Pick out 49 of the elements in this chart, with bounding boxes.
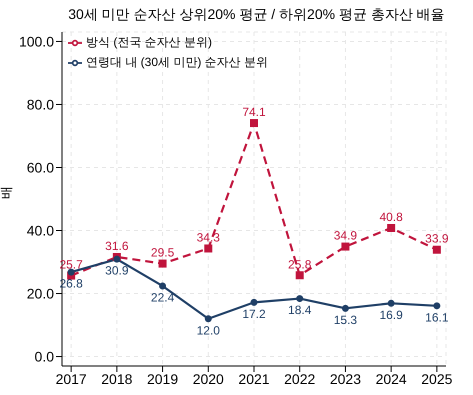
data-label: 29.5 bbox=[150, 246, 175, 260]
data-label: 74.1 bbox=[242, 105, 266, 120]
y-tick-label: 20.0 bbox=[26, 286, 54, 302]
point bbox=[433, 302, 440, 310]
y-tick-label: 0.0 bbox=[34, 348, 54, 365]
y-tick-label: 40.0 bbox=[26, 222, 54, 238]
point bbox=[204, 244, 212, 252]
point bbox=[432, 246, 441, 254]
data-label: 15.3 bbox=[334, 312, 358, 327]
data-label: 40.8 bbox=[379, 210, 404, 224]
point bbox=[388, 300, 395, 307]
point bbox=[342, 304, 349, 312]
point bbox=[158, 260, 167, 268]
data-label: 12.0 bbox=[196, 323, 220, 338]
x-tick-label: 2017 bbox=[56, 370, 87, 387]
point bbox=[204, 315, 212, 322]
y-axis-title: 배 bbox=[0, 186, 14, 199]
point bbox=[296, 295, 304, 302]
legend-label: 방식 (전국 순자산 분위) bbox=[86, 35, 212, 49]
point bbox=[296, 271, 304, 280]
data-label: 33.9 bbox=[425, 232, 449, 246]
data-label: 17.2 bbox=[242, 306, 266, 321]
x-tick-label: 2022 bbox=[284, 370, 316, 387]
y-tick-label: 100.0 bbox=[18, 33, 54, 50]
legend-label: 연령대 내 (30세 미만) 순자산 분위 bbox=[86, 55, 268, 69]
x-tick-label: 2024 bbox=[376, 370, 407, 387]
point bbox=[341, 242, 350, 251]
data-label: 16.9 bbox=[379, 308, 404, 322]
x-tick-label: 2021 bbox=[238, 370, 270, 387]
x-tick-label: 2019 bbox=[146, 370, 178, 387]
x-tick-label: 2025 bbox=[421, 370, 453, 387]
data-label: 34.9 bbox=[334, 228, 358, 243]
x-tick-label: 2020 bbox=[192, 370, 224, 387]
data-label: 22.4 bbox=[150, 290, 175, 304]
point bbox=[250, 119, 258, 128]
data-label: 31.6 bbox=[105, 238, 129, 253]
data-label: 30.9 bbox=[105, 264, 129, 278]
data-label: 18.4 bbox=[288, 303, 312, 318]
point bbox=[387, 224, 396, 232]
point bbox=[159, 282, 166, 290]
y-tick-label: 60.0 bbox=[26, 159, 54, 176]
chart-title: 30세 미만 순자산 상위20% 평균 / 하위20% 평균 총자산 배율 bbox=[67, 6, 446, 24]
data-label: 34.3 bbox=[196, 230, 220, 244]
point bbox=[113, 256, 120, 263]
x-tick-label: 2018 bbox=[101, 370, 133, 387]
x-tick-label: 2023 bbox=[330, 370, 362, 387]
y-tick-label: 80.0 bbox=[26, 96, 54, 112]
data-label: 16.1 bbox=[425, 310, 449, 324]
point bbox=[250, 298, 258, 306]
